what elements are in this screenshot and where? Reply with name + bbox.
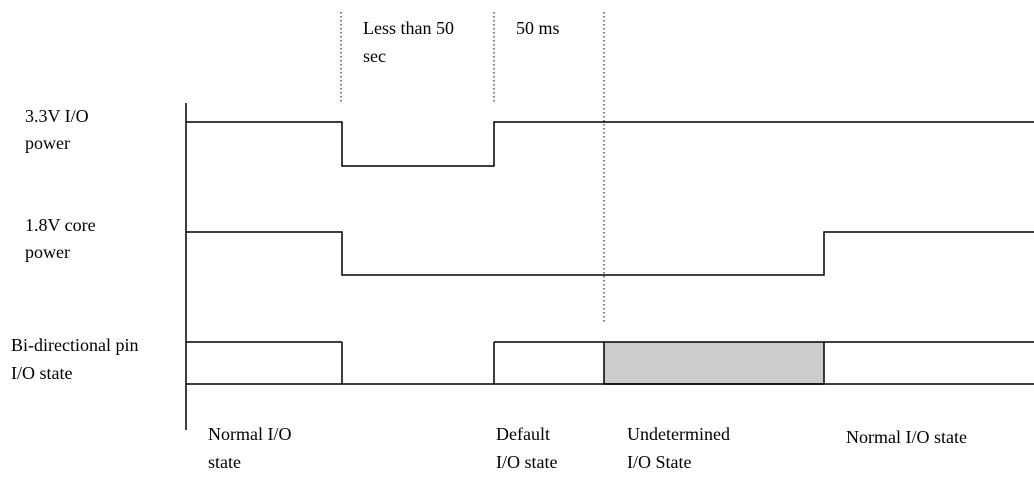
bidir-pin-label-line1: Bi-directional pin — [11, 335, 139, 355]
interval-less-than-line2: sec — [363, 46, 386, 66]
state-normal-1-line1: Normal I/O — [208, 424, 292, 444]
io-power-waveform — [186, 121, 1034, 167]
state-default-line2: I/O state — [496, 452, 558, 472]
interval-less-than-line1: Less than 50 — [363, 18, 454, 38]
state-normal-2: Normal I/O state — [846, 427, 967, 447]
interval-50ms: 50 ms — [516, 18, 560, 38]
io-power-label-line1: 3.3V I/O — [25, 106, 89, 126]
state-default-line1: Default — [496, 424, 550, 444]
state-undetermined-line2: I/O State — [627, 452, 692, 472]
core-power-label-line1: 1.8V core — [25, 215, 96, 235]
io-power-label-line2: power — [25, 133, 70, 153]
core-power-waveform — [186, 231, 1034, 276]
bidir-pin-label-line2: I/O state — [11, 363, 73, 383]
core-power-label-line2: power — [25, 242, 70, 262]
state-normal-1-line2: state — [208, 452, 241, 472]
state-undetermined-line1: Undetermined — [627, 424, 730, 444]
undetermined-state-block — [603, 341, 825, 385]
